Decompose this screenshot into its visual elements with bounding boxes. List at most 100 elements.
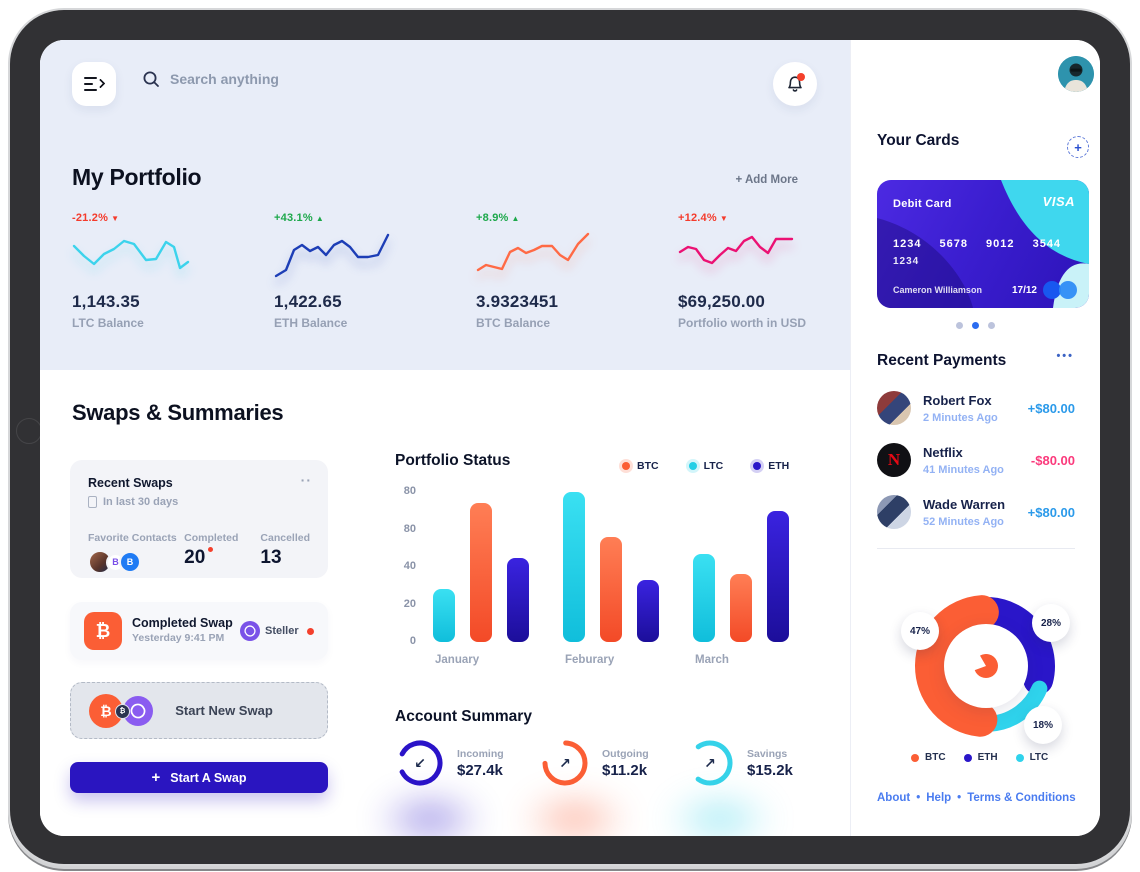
legend-dot — [688, 462, 697, 470]
bar-ltc-feburary[interactable] — [563, 492, 585, 642]
start-a-swap-button[interactable]: + Start A Swap — [70, 762, 328, 793]
donut-segment-eth[interactable] — [974, 597, 1055, 695]
donut-center-icon — [974, 654, 998, 678]
stellar-icon — [240, 621, 260, 641]
card-type-label: Debit Card — [893, 198, 952, 210]
donut-segment-btc[interactable] — [915, 595, 999, 737]
footer-links: About • Help • Terms & Conditions — [877, 792, 1076, 804]
sparkline-ltc — [72, 239, 190, 270]
y-axis-tick: 20 — [403, 597, 416, 610]
donut-legend-item-ltc[interactable]: LTC — [1015, 752, 1048, 763]
pagination-dot[interactable] — [972, 322, 979, 329]
donut-legend-item-eth[interactable]: ETH — [963, 752, 998, 763]
pagination-dot[interactable] — [988, 322, 995, 329]
add-card-button[interactable]: + — [1067, 136, 1089, 158]
card-circles-icon — [1043, 281, 1077, 299]
payment-time: 52 Minutes Ago — [923, 516, 1004, 528]
x-axis-label: Feburary — [565, 654, 615, 666]
balance-card-btc[interactable]: +8.9% ▲ 3.9323451 BTC Balance — [476, 208, 664, 330]
recent-swaps-subtitle: In last 30 days — [103, 496, 179, 508]
avatar — [877, 391, 911, 425]
notifications-button[interactable] — [773, 62, 817, 106]
bar-eth-january[interactable] — [507, 558, 529, 642]
contact-coin-badge[interactable]: B — [119, 551, 141, 573]
y-axis-tick: 80 — [403, 485, 416, 497]
visa-logo: VISA — [1042, 194, 1075, 209]
gauge-savings: ↗ Savings $15.2k — [685, 738, 793, 788]
recent-swaps-card[interactable]: Recent Swaps ·· In last 30 days Favorite… — [70, 460, 328, 578]
bar-eth-feburary[interactable] — [637, 580, 659, 642]
balance-card-ltc[interactable]: -21.2% ▼ 1,143.35 LTC Balance — [72, 208, 260, 330]
favorite-contacts-avatars[interactable]: B B — [88, 550, 177, 574]
arrow-up-right-icon: ↗ — [559, 754, 571, 771]
bar-ltc-january[interactable] — [433, 589, 455, 642]
balance-label: Portfolio worth in USD — [678, 316, 806, 330]
bar-btc-march[interactable] — [730, 574, 752, 642]
profile-avatar[interactable] — [1058, 56, 1094, 92]
bar-ltc-march[interactable] — [693, 554, 715, 642]
payment-row[interactable]: Robert Fox 2 Minutes Ago +$80.00 — [877, 388, 1075, 428]
start-new-swap-card[interactable]: ₿ ₿ Start New Swap — [70, 682, 328, 739]
footer-link-help[interactable]: Help — [926, 792, 952, 804]
pagination-dot[interactable] — [956, 322, 963, 329]
debit-card[interactable]: Debit Card VISA 1234 5678 9012 3544 1234… — [877, 180, 1089, 308]
card-menu-button[interactable]: ·· — [300, 472, 312, 488]
search-bar[interactable] — [142, 70, 390, 88]
gauge-label: Incoming — [457, 747, 504, 760]
glow-decoration — [520, 792, 630, 836]
bar-eth-march[interactable] — [767, 511, 789, 642]
balance-card-eth[interactable]: +43.1% ▲ 1,422.65 ETH Balance — [274, 208, 462, 330]
add-more-button[interactable]: + Add More — [735, 174, 798, 186]
legend-item-ltc[interactable]: LTC — [688, 460, 723, 472]
card-holder-name: Cameron Williamson — [893, 285, 982, 295]
donut-badge-ltc: 18% — [1024, 706, 1062, 744]
payment-row[interactable]: N Netflix 41 Minutes Ago -$80.00 — [877, 440, 1075, 480]
bitcoin-icon: ₿ — [84, 612, 122, 650]
footer-link-about[interactable]: About — [877, 792, 911, 804]
recent-swaps-title: Recent Swaps — [88, 476, 173, 490]
cancelled-count: 13 — [260, 547, 282, 568]
change-percent: -21.2% ▼ — [72, 212, 120, 224]
legend-dot — [963, 753, 972, 762]
search-input[interactable] — [170, 71, 390, 87]
glow-decoration — [665, 792, 775, 836]
gauge-ring: ↗ — [540, 738, 590, 788]
payment-amount: +$80.00 — [1027, 504, 1075, 520]
legend-item-eth[interactable]: ETH — [753, 460, 789, 472]
page-title: My Portfolio — [72, 164, 202, 190]
plus-icon: + — [151, 769, 161, 786]
card-expiry: 17/12 — [1011, 285, 1037, 296]
search-icon — [143, 71, 159, 87]
gauge-incoming: ↙ Incoming $27.4k — [395, 738, 504, 788]
change-percent: +43.1% ▲ — [274, 212, 324, 224]
gauge-label: Outgoing — [602, 747, 649, 760]
bar-btc-january[interactable] — [470, 503, 492, 642]
balance-card-usd[interactable]: +12.4% ▼ $69,250.00 Portfolio worth in US… — [678, 208, 866, 330]
y-axis-tick: 80 — [403, 522, 416, 535]
balance-label: BTC Balance — [476, 316, 551, 330]
payment-amount: +$80.00 — [1027, 400, 1075, 416]
up-triangle-icon: ▲ — [315, 214, 324, 223]
footer-link-terms[interactable]: Terms & Conditions — [967, 792, 1076, 804]
section-title-swaps: Swaps & Summaries — [72, 400, 284, 425]
payments-menu-button[interactable]: ••• — [1056, 350, 1074, 362]
balance-value: 1,143.35 — [72, 292, 140, 311]
glow-decoration — [375, 792, 485, 836]
completed-swap-card[interactable]: ₿ Completed Swap Yesterday 9:41 PM Stell… — [70, 602, 328, 660]
sparkline-eth — [274, 233, 390, 278]
start-a-swap-label: Start A Swap — [170, 770, 247, 785]
menu-button[interactable] — [72, 62, 116, 106]
avatar — [877, 495, 911, 529]
recent-payments-title: Recent Payments — [877, 352, 1007, 369]
payment-time: 41 Minutes Ago — [923, 464, 1004, 476]
payment-name: Wade Warren — [923, 497, 1006, 512]
card-number-line2: 1234 — [893, 256, 920, 267]
legend-dot — [911, 753, 919, 762]
donut-legend-item-btc[interactable]: BTC — [911, 752, 946, 763]
legend-item-btc[interactable]: BTC — [622, 460, 659, 472]
bezel-detail — [16, 418, 42, 444]
bar-btc-feburary[interactable] — [600, 537, 622, 642]
payment-row[interactable]: Wade Warren 52 Minutes Ago +$80.00 — [877, 492, 1075, 532]
payment-time: 2 Minutes Ago — [923, 412, 998, 424]
payment-name: Netflix — [923, 445, 963, 460]
